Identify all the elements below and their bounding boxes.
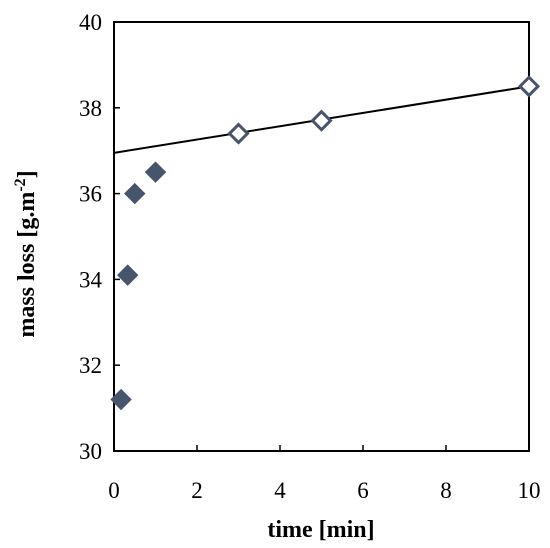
axis-ticks	[113, 21, 530, 452]
filled-diamond-marker	[116, 264, 139, 286]
y-axis-title-end: ]	[14, 170, 40, 178]
x-tick-label: 8	[440, 478, 452, 503]
y-tick-label: 36	[79, 182, 102, 207]
x-tick-label: 2	[191, 478, 203, 503]
x-axis-title: time [min]	[267, 517, 374, 543]
x-tick-label: 6	[357, 478, 369, 503]
data-markers	[110, 75, 541, 411]
y-tick-label: 34	[79, 267, 103, 292]
open-diamond-marker	[310, 109, 333, 132]
x-tick-labels: 0 2 4 6 8 10	[108, 478, 540, 503]
y-axis-title-superscript: -2	[12, 178, 29, 191]
open-diamond-marker	[227, 122, 250, 145]
filled-diamond-marker	[110, 388, 132, 411]
x-tick-label: 4	[274, 478, 286, 503]
y-tick-label: 40	[79, 10, 102, 35]
x-tick-label: 10	[518, 478, 541, 503]
y-tick-label: 32	[79, 353, 102, 378]
y-tick-label: 30	[79, 439, 102, 464]
y-tick-label: 38	[79, 96, 102, 121]
y-tick-labels: 30 32 34 36 38 40	[79, 10, 103, 464]
open-diamond-marker	[517, 75, 541, 98]
plot-area	[113, 21, 530, 452]
x-tick-label: 0	[108, 478, 120, 503]
y-axis-title: mass loss [g.m-2]	[12, 170, 40, 337]
y-axis-title-main: mass loss [g.m	[14, 192, 40, 338]
filled-diamond-marker	[144, 161, 167, 183]
filled-diamond-marker	[124, 182, 146, 205]
